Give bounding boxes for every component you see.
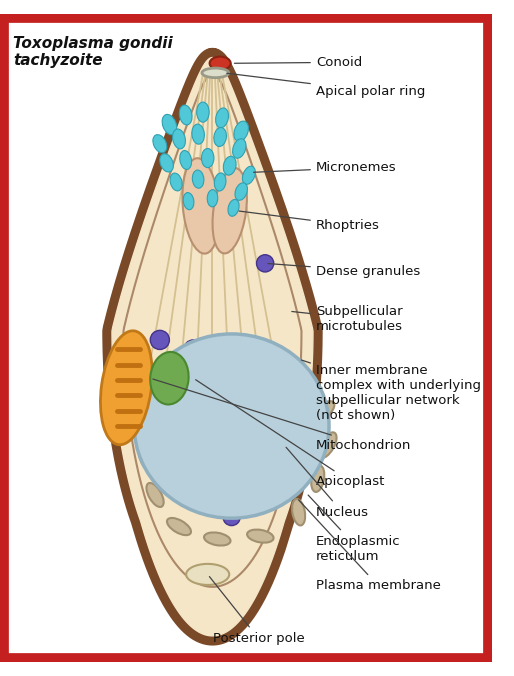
Ellipse shape <box>311 401 335 422</box>
Ellipse shape <box>183 193 194 210</box>
Ellipse shape <box>167 518 191 535</box>
Ellipse shape <box>166 366 183 390</box>
Ellipse shape <box>153 135 167 153</box>
Ellipse shape <box>284 372 304 394</box>
Ellipse shape <box>201 149 214 168</box>
Ellipse shape <box>192 124 205 144</box>
Text: Micronemes: Micronemes <box>253 161 396 174</box>
Ellipse shape <box>223 508 240 526</box>
Ellipse shape <box>223 156 236 175</box>
Ellipse shape <box>184 340 203 359</box>
Ellipse shape <box>170 173 182 191</box>
Ellipse shape <box>247 529 273 543</box>
Ellipse shape <box>210 57 231 70</box>
Polygon shape <box>112 57 313 636</box>
Ellipse shape <box>242 350 260 368</box>
Text: Dense granules: Dense granules <box>268 264 420 278</box>
Ellipse shape <box>234 121 248 141</box>
Ellipse shape <box>256 255 274 272</box>
Ellipse shape <box>134 334 329 518</box>
Text: Subpellicular
microtubules: Subpellicular microtubules <box>292 305 403 333</box>
Ellipse shape <box>243 166 255 185</box>
Ellipse shape <box>244 358 267 376</box>
Text: Conoid: Conoid <box>234 56 362 69</box>
Ellipse shape <box>228 199 239 216</box>
Ellipse shape <box>182 158 219 254</box>
Text: Plasma membrane: Plasma membrane <box>299 500 440 592</box>
Ellipse shape <box>146 398 160 425</box>
Ellipse shape <box>162 114 177 135</box>
Ellipse shape <box>141 397 160 416</box>
Ellipse shape <box>174 411 194 431</box>
Text: Apicoplast: Apicoplast <box>196 380 385 488</box>
Text: Apical polar ring: Apical polar ring <box>227 73 425 97</box>
Ellipse shape <box>311 466 324 492</box>
Ellipse shape <box>173 129 186 149</box>
Ellipse shape <box>214 173 226 191</box>
Ellipse shape <box>227 388 246 406</box>
Ellipse shape <box>186 564 229 585</box>
Text: Nucleus: Nucleus <box>286 448 369 518</box>
Text: Toxoplasma gondii
tachyzoite: Toxoplasma gondii tachyzoite <box>13 36 173 68</box>
Ellipse shape <box>160 153 173 172</box>
Ellipse shape <box>139 441 152 468</box>
Ellipse shape <box>192 170 204 188</box>
Text: Endoplasmic
reticulum: Endoplasmic reticulum <box>308 495 400 562</box>
Text: Mitochondrion: Mitochondrion <box>153 379 411 452</box>
Ellipse shape <box>150 331 170 349</box>
Ellipse shape <box>235 183 247 200</box>
Ellipse shape <box>197 102 209 122</box>
Ellipse shape <box>207 190 218 207</box>
Ellipse shape <box>318 433 337 458</box>
Ellipse shape <box>292 499 305 525</box>
Ellipse shape <box>204 533 230 546</box>
Ellipse shape <box>179 105 192 125</box>
Ellipse shape <box>146 483 163 507</box>
Text: Posterior pole: Posterior pole <box>209 577 304 645</box>
Text: Inner membrane
complex with underlying
subpellicular network
(not shown): Inner membrane complex with underlying s… <box>301 360 481 422</box>
Ellipse shape <box>233 139 246 158</box>
Ellipse shape <box>212 168 247 254</box>
Ellipse shape <box>100 331 152 445</box>
Ellipse shape <box>199 356 225 372</box>
Ellipse shape <box>150 352 189 404</box>
Text: Rhoptries: Rhoptries <box>239 211 380 232</box>
Polygon shape <box>112 57 313 636</box>
Ellipse shape <box>180 151 192 170</box>
Ellipse shape <box>202 68 229 78</box>
Ellipse shape <box>215 108 229 128</box>
Ellipse shape <box>214 128 227 147</box>
